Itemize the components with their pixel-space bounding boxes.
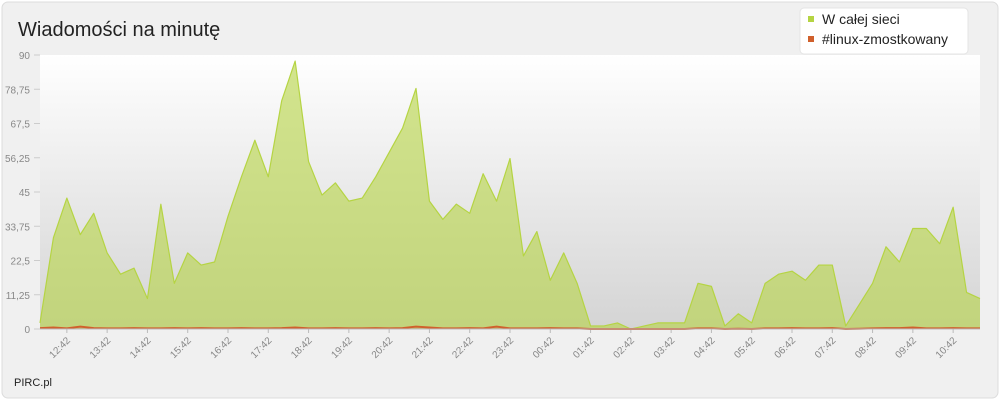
chart-title: Wiadomości na minutę <box>18 19 220 41</box>
y-tick-label: 11,25 <box>6 291 31 302</box>
area <box>40 61 980 329</box>
footer: PIRC.pl <box>14 377 52 389</box>
line <box>39 60 981 330</box>
legend-swatch <box>808 36 814 42</box>
y-tick-label: 0 <box>24 325 30 336</box>
legend-label: W całej sieci <box>822 11 900 27</box>
y-tick-label: 67,5 <box>11 120 31 131</box>
y-tick-label: 45 <box>19 188 31 199</box>
y-tick-label: 56,25 <box>5 154 30 165</box>
y-tick-label: 78,75 <box>5 85 30 96</box>
legend-swatch <box>808 16 814 22</box>
legend-label: #linux-zmostkowany <box>822 31 948 47</box>
legend: W całej sieci #linux-zmostkowany <box>799 7 969 55</box>
y-tick-label: 22,5 <box>11 257 31 268</box>
line <box>39 325 980 330</box>
y-tick-label: 90 <box>19 51 31 62</box>
y-tick-label: 33,75 <box>5 222 30 233</box>
legend-box <box>799 7 969 55</box>
